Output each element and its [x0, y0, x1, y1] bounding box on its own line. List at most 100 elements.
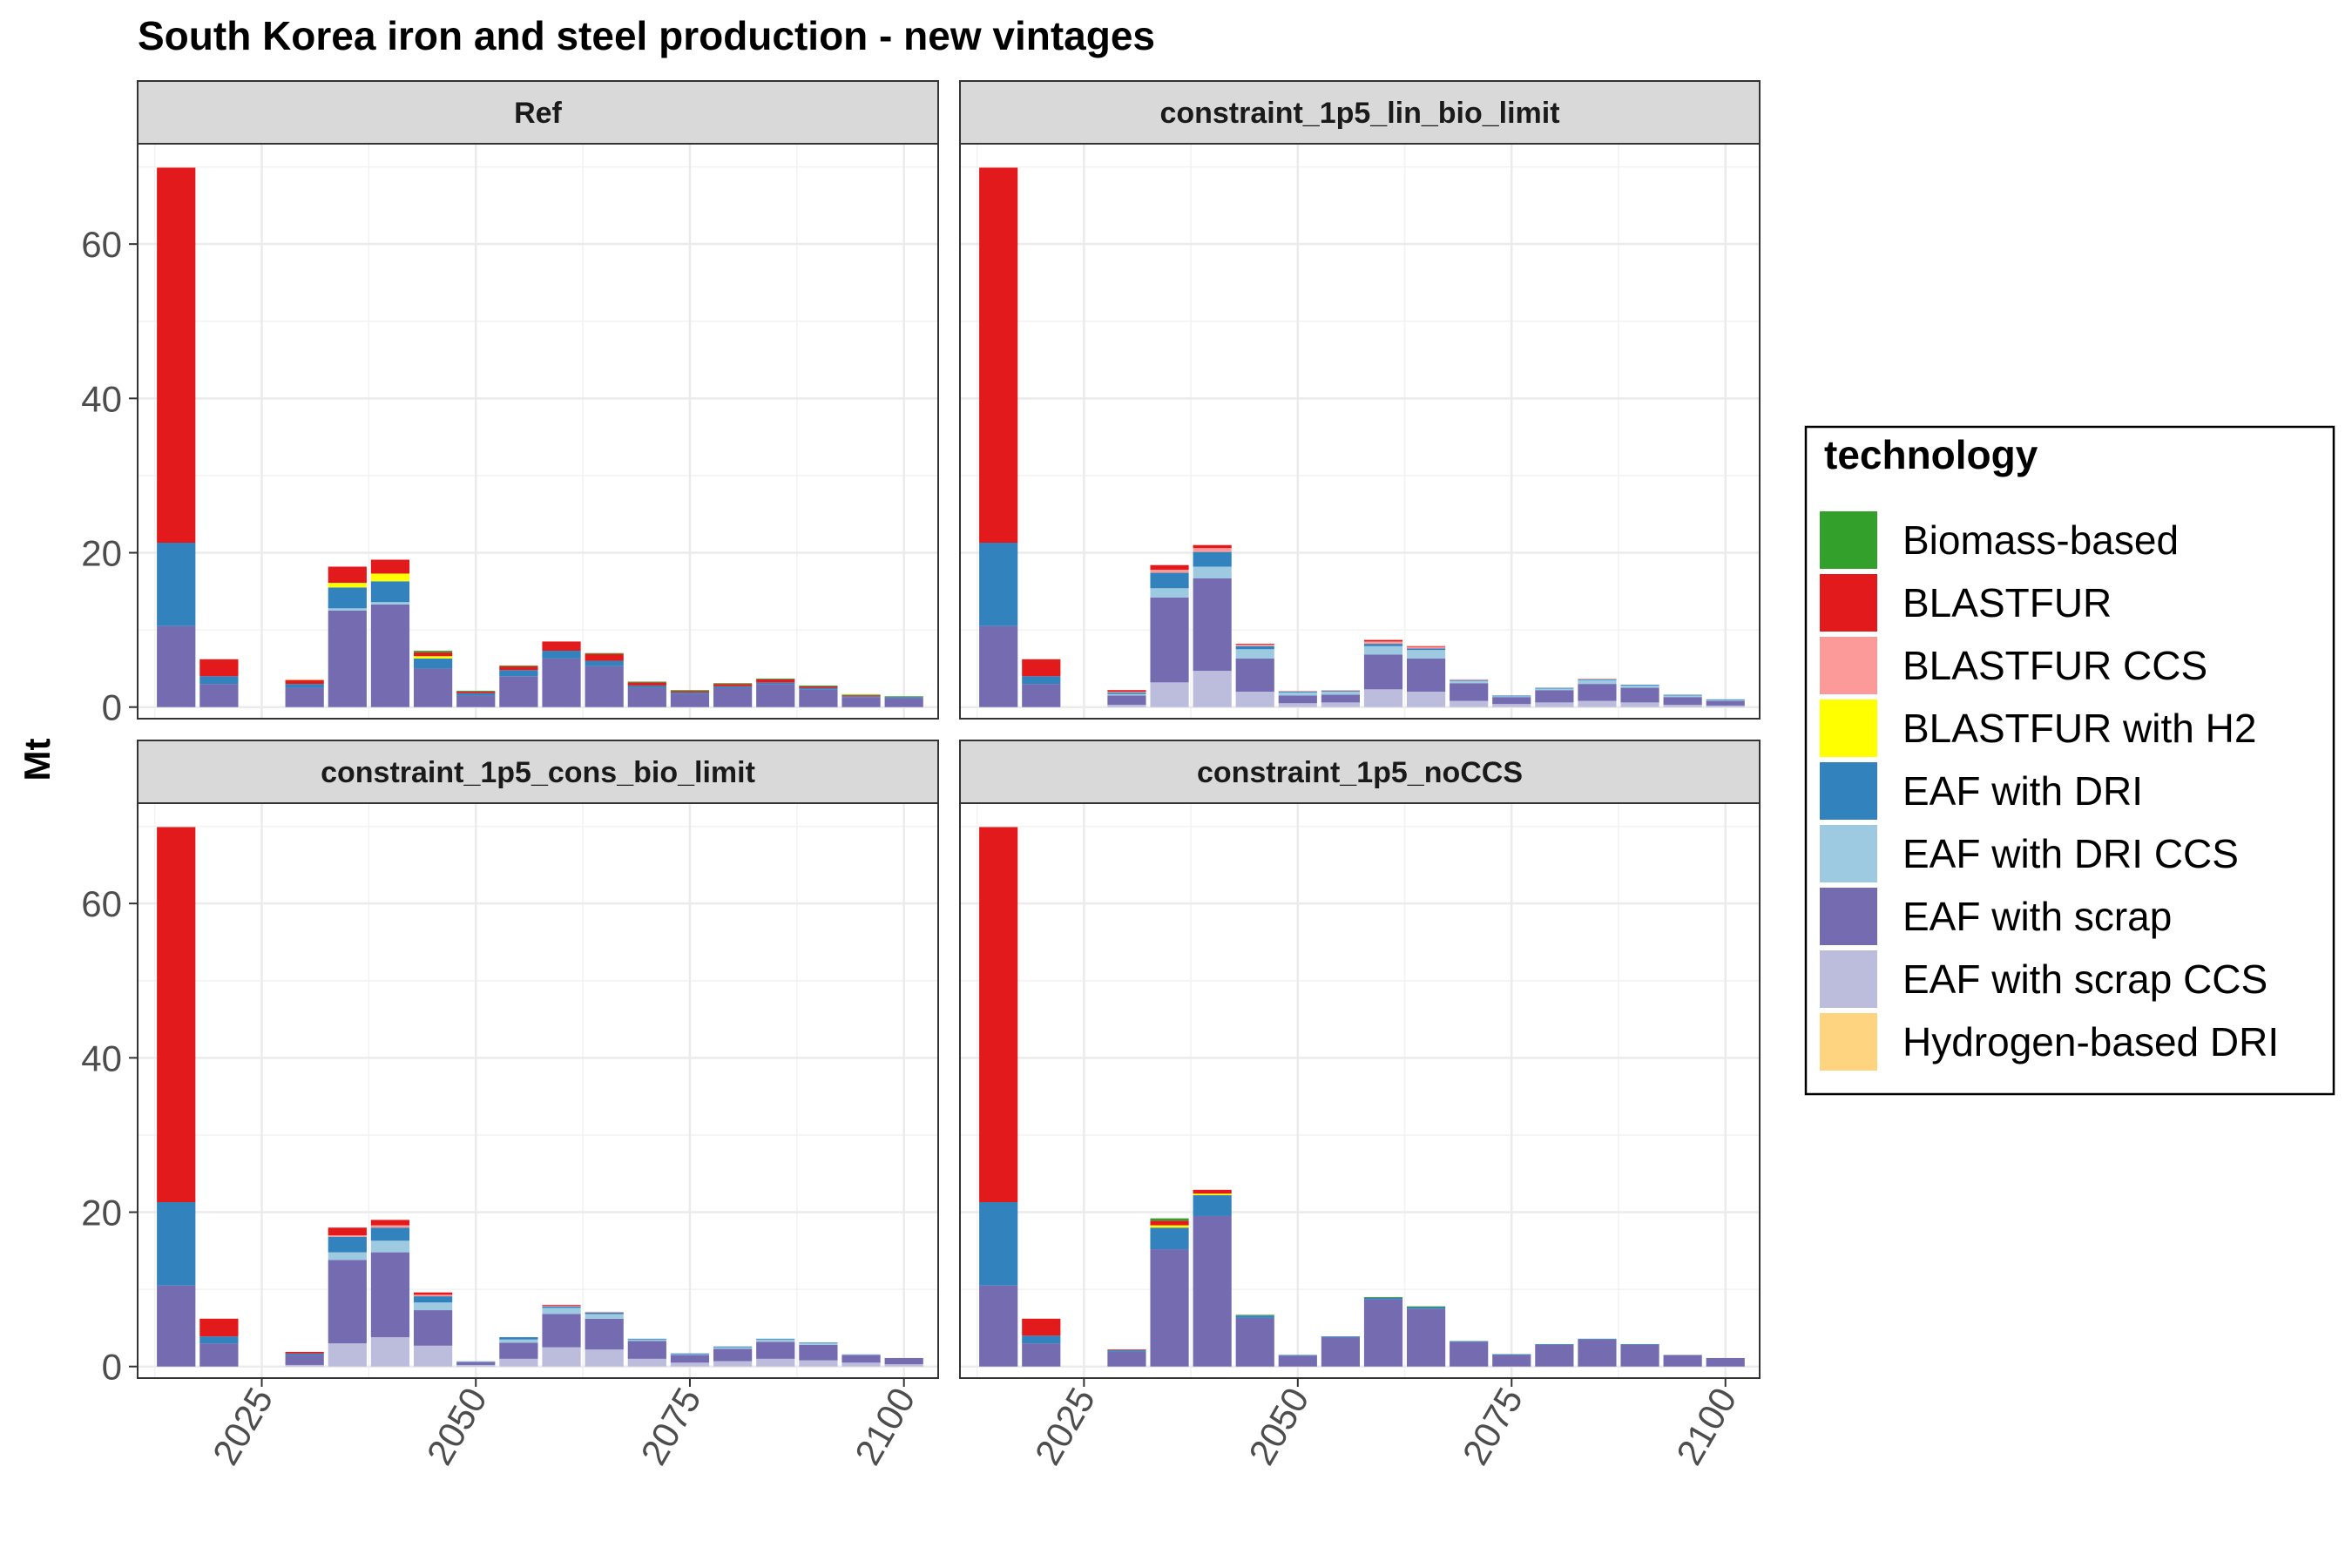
bar-segment-blastfur-with-h2-2035 [328, 583, 367, 588]
bar-segment-biomass-based-2065 [1407, 1306, 1446, 1308]
bar-segment-eaf-with-dri-2035 [1150, 1227, 1189, 1250]
bar-segment-eaf-with-scrap-2020 [1022, 1343, 1061, 1367]
y-tick-label: 60 [81, 224, 122, 265]
panel-border [137, 143, 939, 720]
bar-segment-eaf-with-scrap-ccs-2050 [456, 1364, 496, 1367]
bar-segment-eaf-with-scrap-ccs-2040 [370, 1337, 410, 1367]
bar-segment-blastfur-with-h2-2035 [1150, 1225, 1189, 1228]
bar-segment-eaf-with-scrap-ccs-2055 [499, 1358, 538, 1367]
bar-segment-eaf-with-dri-2085 [1578, 1338, 1617, 1340]
bar-segment-eaf-with-scrap-ccs-2030 [1107, 705, 1146, 707]
bar-segment-eaf-with-scrap-ccs-2070 [1450, 700, 1489, 707]
bar-segment-biomass-based-2045 [413, 651, 453, 652]
bar-segment-eaf-with-dri-2040 [370, 1227, 410, 1241]
y-tick-label: 0 [102, 687, 122, 728]
panel-border [137, 802, 939, 1379]
bar-segment-blastfur-with-h2-2045 [413, 656, 453, 659]
bar-segment-blastfur-2050 [456, 691, 496, 693]
bar-segment-eaf-with-scrap-2060 [1363, 654, 1403, 690]
x-tick-label: 2050 [1240, 1381, 1316, 1471]
bar-segment-blastfur-2045 [413, 1292, 453, 1295]
bar-segment-eaf-with-scrap-2075 [1492, 697, 1531, 705]
bar-segment-eaf-with-scrap-2065 [1407, 1308, 1446, 1367]
bar-segment-eaf-with-dri-2080 [1535, 1344, 1574, 1345]
bar-segment-blastfur-ccs-2060 [542, 1305, 581, 1307]
panel-background [960, 803, 1760, 1378]
bar-segment-eaf-with-dri-2040 [1193, 551, 1232, 567]
facet-strip-label: constraint_1p5_lin_bio_limit [1159, 97, 1559, 130]
y-tick-label: 40 [81, 378, 122, 419]
bar-segment-eaf-with-scrap-ccs-2045 [1235, 691, 1274, 707]
bar-segment-biomass-based-2070 [627, 681, 666, 683]
bar-segment-eaf-with-scrap-2080 [713, 687, 753, 707]
bar-segment-eaf-with-dri-2050 [456, 693, 496, 696]
x-tick-label: 2075 [1455, 1381, 1531, 1471]
bar-segment-biomass-based-2095 [841, 694, 881, 696]
legend-swatch-blastfur [1820, 574, 1877, 632]
bar-segment-eaf-with-dri-2065 [1407, 648, 1446, 651]
bar-segment-eaf-with-scrap-2070 [627, 1341, 666, 1359]
bar-segment-blastfur-2085 [756, 679, 795, 683]
bar-segment-blastfur-ccs-2035 [328, 1235, 367, 1237]
bar-segment-blastfur-ccs-2045 [413, 1294, 453, 1297]
bar-segment-eaf-with-scrap-2070 [627, 687, 666, 707]
bar-segment-eaf-with-scrap-2050 [456, 1362, 496, 1365]
bar-segment-eaf-with-dri-2030 [285, 1353, 324, 1355]
bar-segment-blastfur-2030 [1107, 1349, 1146, 1351]
bar-segment-eaf-with-dri-2020 [199, 676, 239, 685]
legend-label-eaf-with-scrap-ccs: EAF with scrap CCS [1903, 956, 2268, 1002]
bar-segment-eaf-with-scrap-2040 [1193, 578, 1232, 672]
legend-swatch-eaf-with-dri [1820, 762, 1877, 820]
legend: technology Biomass-based BLASTFUR BLASTFUR … [1804, 425, 2335, 1096]
x-tick-label: 2100 [847, 1381, 923, 1471]
bar-segment-eaf-with-scrap-ccs-2100 [1706, 705, 1745, 707]
bar-segment-blastfur-2020 [1022, 1318, 1061, 1336]
y-tick-label: 40 [81, 1037, 122, 1078]
x-tick-label: 2075 [632, 1381, 708, 1471]
bar-segment-eaf-with-dri-2090 [1620, 685, 1659, 686]
bar-segment-eaf-with-dri-ccs-2075 [1492, 696, 1531, 698]
bar-segment-eaf-with-dri-ccs-2035 [328, 1252, 367, 1260]
panel-constraint-1p5-noccs: constraint_1p5_noCCS 2025 2050 2075 2100 [959, 740, 1761, 1471]
bar-segment-eaf-with-scrap-2095 [841, 697, 881, 707]
bars [979, 827, 1745, 1367]
bar-segment-eaf-with-dri-ccs-2080 [713, 1347, 753, 1349]
bar-segment-eaf-with-dri-2020 [1022, 676, 1061, 685]
legend-box [1804, 425, 2335, 1096]
bar-segment-eaf-with-scrap-2075 [1492, 1355, 1531, 1367]
bar-segment-blastfur-2055 [499, 666, 538, 671]
legend-swatch-hydrogen-based-dri [1820, 1013, 1877, 1071]
bar-segment-eaf-with-scrap-ccs-2080 [713, 1361, 753, 1367]
bar-segment-eaf-with-dri-2030 [1107, 1350, 1146, 1352]
bar-segment-biomass-based-2065 [585, 652, 624, 654]
panel-constraint-1p5-lin-bio-limit: constraint_1p5_lin_bio_limit [959, 80, 1761, 720]
bar-segment-eaf-with-dri-2075 [670, 1353, 710, 1355]
bar-segment-eaf-with-scrap-ccs-2060 [1363, 689, 1403, 707]
bar-segment-eaf-with-dri-2085 [1578, 679, 1617, 680]
panel-background [960, 144, 1760, 719]
bar-segment-eaf-with-dri-2085 [756, 1338, 795, 1340]
bar-segment-eaf-with-dri-2095 [841, 696, 881, 698]
bar-segment-eaf-with-scrap-2045 [1235, 658, 1274, 692]
bar-segment-eaf-with-scrap-2095 [1663, 1355, 1702, 1367]
bar-segment-eaf-with-scrap-2040 [1193, 1215, 1232, 1367]
bar-segment-eaf-with-scrap-2030 [285, 1355, 324, 1365]
legend-label-blastfur-ccs: BLASTFUR CCS [1903, 643, 2207, 688]
bar-segment-eaf-with-scrap-ccs-2035 [1150, 682, 1189, 707]
bar-segment-eaf-with-scrap-ccs-2030 [285, 1364, 324, 1367]
bar-segment-blastfur-ccs-2065 [585, 1311, 624, 1313]
bar-segment-eaf-with-scrap-2075 [670, 1355, 710, 1363]
bar-segment-eaf-with-dri-ccs-2045 [1235, 649, 1274, 659]
bar-segment-eaf-with-dri-ccs-2090 [799, 1343, 838, 1345]
bar-segment-eaf-with-scrap-2100 [884, 1357, 923, 1365]
facet-panels: Ref 0 20 40 60 constraint_1p5_lin_bio_limitco… [81, 80, 1761, 1471]
bar-segment-eaf-with-scrap-2100 [884, 698, 923, 707]
bar-segment-eaf-with-scrap-ccs-2035 [328, 1343, 367, 1367]
bars [157, 167, 923, 707]
bar-segment-eaf-with-dri-ccs-2060 [542, 1308, 581, 1315]
legend-swatch-eaf-with-scrap [1820, 888, 1877, 945]
bar-segment-eaf-with-scrap-2015 [979, 1285, 1018, 1367]
bar-segment-eaf-with-dri-2070 [627, 1338, 666, 1340]
bar-segment-blastfur-ccs-2040 [370, 1225, 410, 1228]
bar-segment-eaf-with-dri-2015 [979, 543, 1018, 626]
